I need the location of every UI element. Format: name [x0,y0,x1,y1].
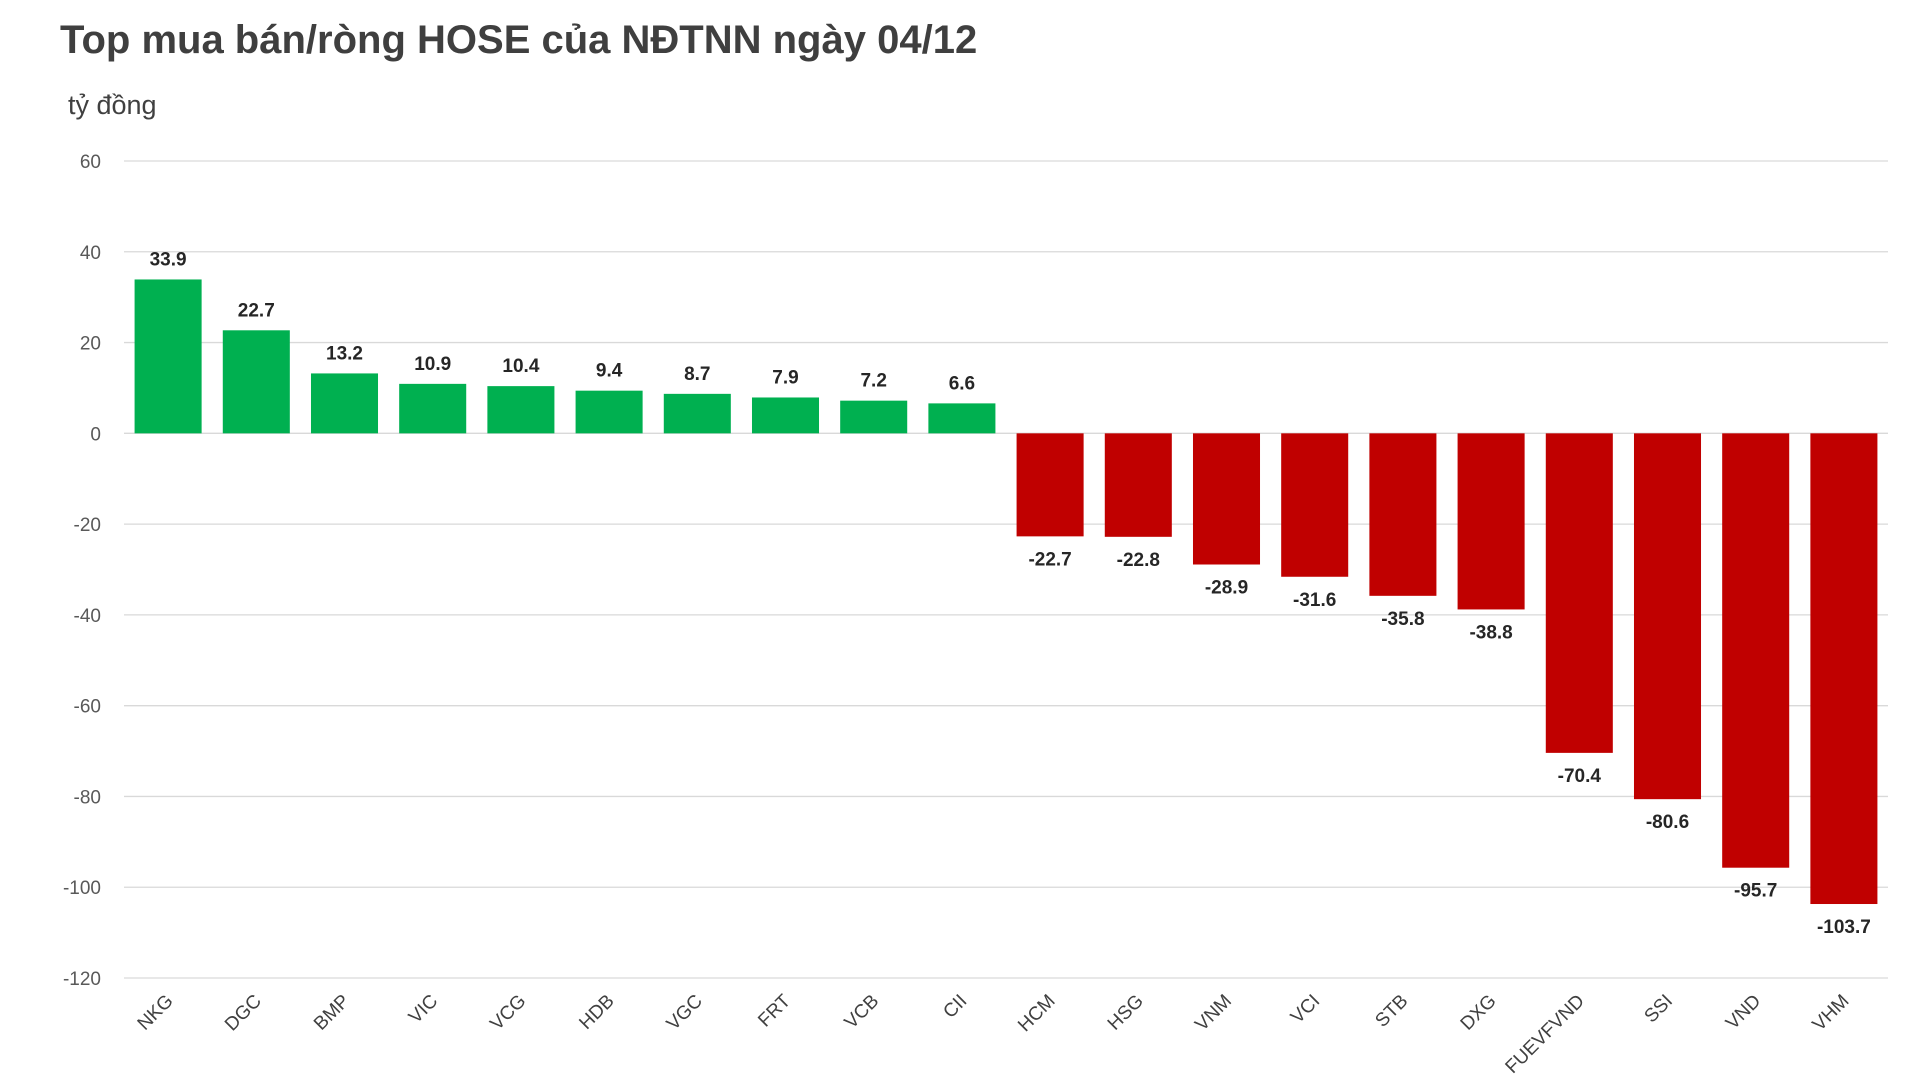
data-label: -95.7 [1734,881,1777,902]
bar-hsg [1104,433,1172,537]
bar-vhm [1810,433,1878,905]
x-category-label: DGC [221,991,266,1036]
y-axis-ticks: 60 40 20 0 -20 -40 -60 -80 -100 -120 [63,152,101,990]
x-category-label: HSG [1104,991,1148,1035]
y-tick-label: -40 [74,606,101,627]
x-category-label: FRT [754,990,795,1031]
data-label: -31.6 [1293,590,1336,611]
bar-stb [1369,433,1437,596]
data-label: -22.7 [1028,549,1071,570]
x-category-label: NKG [134,991,178,1035]
y-tick-label: -60 [74,697,101,718]
data-label: 13.2 [326,343,363,364]
x-category-label: VCG [486,991,530,1035]
x-category-label: HDB [575,991,618,1034]
bar-ssi [1633,433,1702,800]
data-label: 8.7 [684,364,710,385]
x-category-label: HCM [1014,991,1059,1036]
data-label: -103.7 [1817,917,1871,938]
bars [134,279,1878,905]
bar-cii [928,403,996,434]
bar-nkg [134,279,202,434]
x-category-label: BMP [310,991,354,1035]
data-label: -38.8 [1469,622,1512,643]
data-label: 10.9 [414,354,451,375]
bar-dxg [1457,433,1525,610]
x-category-label: VGC [663,991,707,1035]
x-category-label: DXG [1457,991,1501,1035]
bar-hdb [575,390,643,434]
bar-vcb [840,400,908,434]
data-label: 7.2 [860,371,886,392]
x-category-label: STB [1371,991,1412,1032]
y-tick-label: 40 [80,243,101,264]
bar-hcm [1016,433,1084,537]
data-label: -80.6 [1646,812,1689,833]
bar-vcg [487,386,555,434]
x-category-label: SSI [1641,991,1678,1028]
y-tick-label: -120 [63,969,101,990]
y-tick-label: 20 [80,334,101,355]
gridlines [124,160,1888,979]
chart-title: Top mua bán/ròng HOSE của NĐTNN ngày 04/… [60,18,978,62]
bar-bmp [310,373,379,434]
y-tick-label: -80 [74,787,101,808]
y-tick-label: 60 [80,152,101,173]
data-label: 22.7 [238,300,275,321]
data-label: 9.4 [596,361,623,382]
category-labels: NKG DGC BMP VIC VCG HDB VGC FRT VCB CII HCM HSG VNM V… [134,990,1854,1078]
y-tick-label: -20 [74,515,101,536]
data-label: -28.9 [1205,578,1248,599]
bar-vgc [663,393,731,434]
data-label: 7.9 [772,367,798,388]
bar-frt [751,397,820,434]
bar-vnm [1192,433,1261,565]
data-label: -22.8 [1117,550,1160,571]
data-label: 33.9 [150,249,187,270]
bar-dgc [222,330,290,434]
data-label: 6.6 [949,373,975,394]
y-axis-unit: tỷ đồng [68,90,157,120]
data-label: 10.4 [502,356,539,377]
y-tick-label: 0 [90,424,101,445]
bar-fuevfvnd [1545,433,1613,753]
x-category-label: VIC [405,991,442,1028]
x-category-label: VND [1722,991,1765,1034]
data-label: -35.8 [1381,609,1424,630]
x-category-label: VNM [1191,991,1236,1036]
bar-vci [1281,433,1349,577]
x-category-label: FUEVFVND [1502,991,1589,1078]
bar-vnd [1722,433,1790,868]
x-category-label: CII [939,991,971,1023]
x-category-label: VCB [841,991,883,1033]
data-label: -70.4 [1558,766,1602,787]
x-category-label: VCI [1287,991,1324,1028]
bar-vic [399,383,467,434]
x-category-label: VHM [1809,991,1854,1036]
y-tick-label: -100 [63,878,101,899]
data-labels: 33.9 22.7 13.2 10.9 10.4 9.4 8.7 7.9 7.2 6.6 -22.7… [150,249,1871,938]
